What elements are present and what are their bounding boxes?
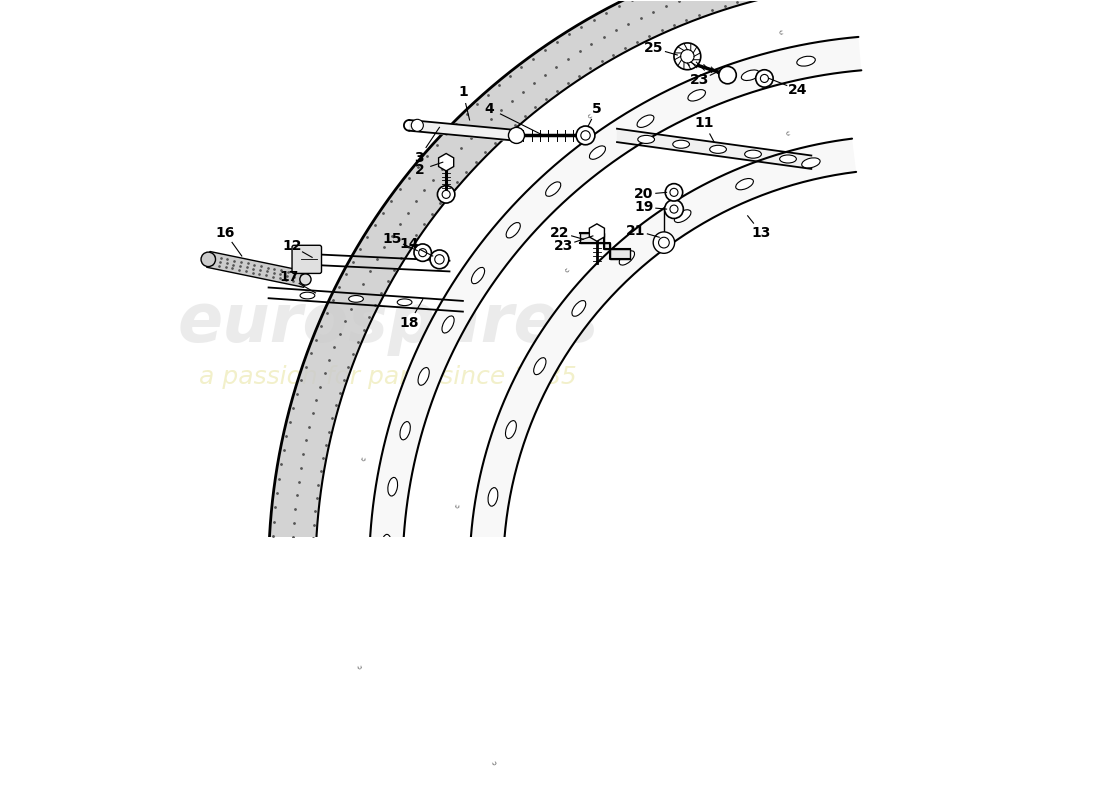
- Ellipse shape: [506, 222, 520, 238]
- Ellipse shape: [638, 135, 654, 143]
- Circle shape: [438, 186, 455, 203]
- Text: 11: 11: [694, 116, 714, 130]
- Circle shape: [581, 130, 591, 140]
- Ellipse shape: [529, 759, 541, 776]
- Ellipse shape: [418, 367, 429, 386]
- Text: 2: 2: [415, 163, 425, 178]
- Circle shape: [760, 74, 769, 82]
- Ellipse shape: [736, 178, 754, 190]
- Text: 24: 24: [789, 83, 807, 97]
- Ellipse shape: [674, 210, 691, 222]
- Ellipse shape: [506, 421, 516, 438]
- Text: 23: 23: [690, 74, 710, 87]
- Polygon shape: [470, 138, 856, 800]
- Text: c: c: [586, 113, 593, 120]
- Ellipse shape: [400, 705, 411, 723]
- Text: 3: 3: [415, 150, 425, 165]
- Circle shape: [719, 66, 736, 84]
- Polygon shape: [580, 233, 630, 259]
- Ellipse shape: [796, 56, 815, 66]
- Polygon shape: [370, 37, 861, 754]
- Circle shape: [430, 250, 449, 269]
- Ellipse shape: [590, 146, 605, 159]
- Polygon shape: [590, 224, 604, 242]
- Ellipse shape: [673, 140, 690, 148]
- Text: 1: 1: [458, 85, 468, 99]
- Ellipse shape: [442, 316, 454, 333]
- Ellipse shape: [488, 488, 498, 506]
- Ellipse shape: [382, 534, 392, 553]
- Circle shape: [653, 232, 674, 254]
- Circle shape: [414, 244, 431, 262]
- Text: c: c: [358, 665, 364, 670]
- Ellipse shape: [400, 422, 410, 440]
- Text: 16: 16: [216, 226, 234, 239]
- Circle shape: [666, 184, 683, 201]
- Text: 5: 5: [592, 102, 602, 115]
- Text: 12: 12: [283, 239, 301, 253]
- Text: 19: 19: [634, 200, 653, 214]
- Text: 17: 17: [279, 270, 298, 285]
- Ellipse shape: [482, 557, 491, 576]
- Circle shape: [670, 205, 678, 213]
- Ellipse shape: [503, 694, 514, 713]
- Text: 14: 14: [399, 237, 419, 251]
- Ellipse shape: [534, 358, 546, 374]
- Ellipse shape: [741, 70, 759, 81]
- Text: c: c: [441, 262, 448, 269]
- Circle shape: [674, 43, 701, 70]
- Text: c: c: [563, 267, 571, 274]
- Ellipse shape: [382, 592, 392, 610]
- Text: 20: 20: [634, 187, 653, 202]
- Ellipse shape: [472, 267, 485, 284]
- Circle shape: [508, 127, 525, 143]
- Text: 13: 13: [751, 226, 771, 239]
- Text: c: c: [778, 29, 783, 36]
- Ellipse shape: [388, 478, 397, 496]
- Text: c: c: [785, 130, 791, 138]
- Circle shape: [300, 274, 311, 285]
- Ellipse shape: [637, 115, 653, 127]
- Ellipse shape: [486, 626, 496, 645]
- Ellipse shape: [745, 150, 761, 158]
- FancyBboxPatch shape: [292, 246, 321, 274]
- Text: c: c: [454, 503, 461, 508]
- Ellipse shape: [546, 182, 561, 196]
- Polygon shape: [268, 0, 854, 789]
- Text: 22: 22: [550, 226, 570, 239]
- Circle shape: [442, 190, 450, 198]
- Circle shape: [434, 254, 444, 264]
- Ellipse shape: [572, 301, 586, 316]
- Text: 15: 15: [383, 232, 403, 246]
- Circle shape: [681, 50, 694, 63]
- Text: eurospares: eurospares: [177, 290, 598, 356]
- Ellipse shape: [300, 292, 315, 299]
- Ellipse shape: [802, 158, 821, 168]
- Circle shape: [664, 200, 683, 218]
- Text: c: c: [492, 759, 498, 765]
- Polygon shape: [207, 251, 307, 287]
- Circle shape: [419, 249, 427, 257]
- Circle shape: [411, 119, 424, 131]
- Polygon shape: [439, 154, 453, 171]
- Ellipse shape: [388, 649, 398, 667]
- Ellipse shape: [780, 155, 796, 163]
- Ellipse shape: [619, 250, 635, 265]
- Text: 25: 25: [645, 42, 663, 55]
- Circle shape: [670, 188, 678, 196]
- Text: 4: 4: [485, 102, 495, 115]
- Circle shape: [576, 126, 595, 145]
- Ellipse shape: [349, 295, 363, 302]
- Ellipse shape: [688, 90, 705, 101]
- Circle shape: [201, 252, 216, 266]
- Text: 23: 23: [553, 239, 573, 253]
- Text: a passion for parts since 1985: a passion for parts since 1985: [199, 365, 576, 389]
- Circle shape: [756, 70, 773, 87]
- Circle shape: [659, 238, 669, 248]
- Ellipse shape: [710, 146, 726, 154]
- Text: 18: 18: [399, 316, 419, 330]
- Text: 21: 21: [626, 223, 646, 238]
- Ellipse shape: [397, 299, 412, 306]
- Text: c: c: [361, 456, 367, 461]
